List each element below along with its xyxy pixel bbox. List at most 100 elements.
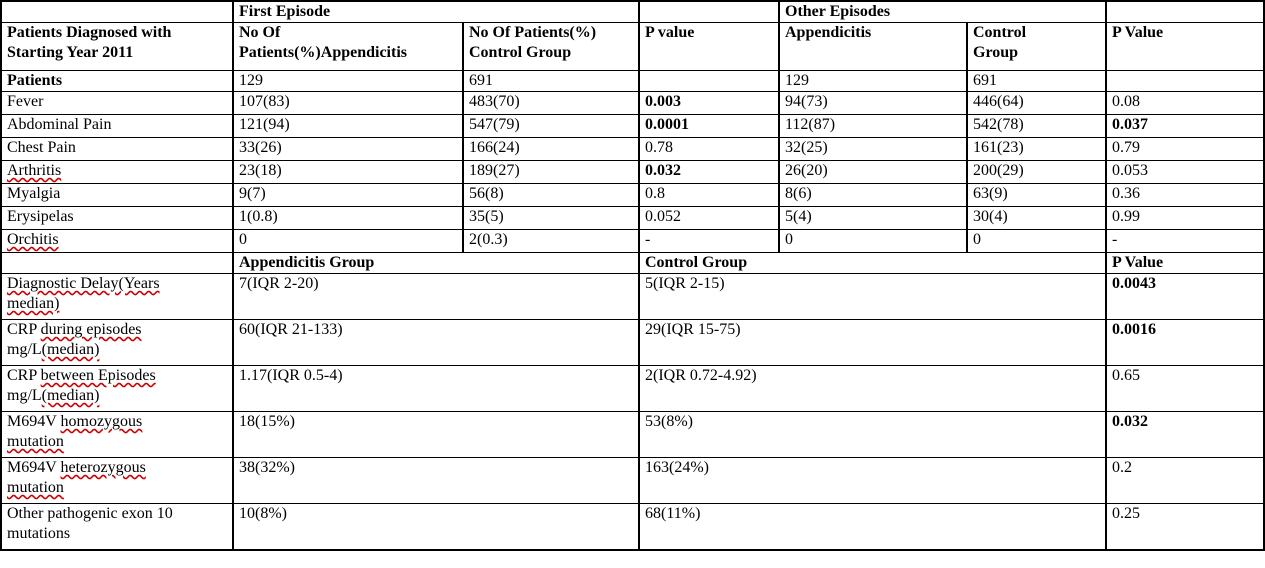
other-control-value: 446(64) xyxy=(966,91,1107,115)
first-p-value-header: P value xyxy=(638,22,780,71)
row-fever: Fever 107(83) 483(70) 0.003 94(73) 446(6… xyxy=(0,91,1265,115)
other-appendicitis-value: 8(6) xyxy=(778,183,968,207)
other-appendicitis-value: 32(25) xyxy=(778,137,968,161)
first-appendicitis-value: 121(94) xyxy=(232,114,464,138)
first-p-value: 0.0001 xyxy=(638,114,780,138)
other-p-value: 0.36 xyxy=(1105,183,1265,207)
row-m694v-heterozygous: M694V heterozygous mutation 38(32%) 163(… xyxy=(0,457,1265,504)
first-episode-group-header: First Episode xyxy=(232,0,640,23)
part2-p-value-header: P Value xyxy=(1105,252,1265,274)
row-other-exon10-mutations: Other pathogenic exon 10 mutations 10(8%… xyxy=(0,503,1265,550)
first-appendicitis-value: 9(7) xyxy=(232,183,464,207)
first-control-value: 547(79) xyxy=(462,114,640,138)
empty-cell xyxy=(638,70,780,92)
first-appendicitis-value: 33(26) xyxy=(232,137,464,161)
measure-label: Diagnostic Delay(Years median) xyxy=(0,273,234,320)
row-arthritis: Arthritis 23(18) 189(27) 0.032 26(20) 20… xyxy=(0,160,1265,184)
appendicitis-group-value: 18(15%) xyxy=(232,411,640,458)
measure-label: M694V heterozygous mutation xyxy=(0,457,234,504)
row-chest-pain: Chest Pain 33(26) 166(24) 0.78 32(25) 16… xyxy=(0,137,1265,161)
symptom-label: Abdominal Pain xyxy=(0,114,234,138)
row-erysipelas: Erysipelas 1(0.8) 35(5) 0.052 5(4) 30(4)… xyxy=(0,206,1265,230)
other-appendicitis-value: 129 xyxy=(778,70,968,92)
first-control-value: 483(70) xyxy=(462,91,640,115)
first-appendicitis-value: 0 xyxy=(232,229,464,253)
first-control-header: No Of Patients(%) Control Group xyxy=(462,22,640,71)
p-value: 0.25 xyxy=(1105,503,1265,550)
first-control-value: 691 xyxy=(462,70,640,92)
control-group-value: 68(11%) xyxy=(638,503,1107,550)
symptom-label: Chest Pain xyxy=(0,137,234,161)
other-p-value: 0.037 xyxy=(1105,114,1265,138)
row-m694v-homozygous: M694V homozygous mutation 18(15%) 53(8%)… xyxy=(0,411,1265,458)
row-myalgia: Myalgia 9(7) 56(8) 0.8 8(6) 63(9) 0.36 xyxy=(0,183,1265,207)
first-appendicitis-value: 1(0.8) xyxy=(232,206,464,230)
appendicitis-group-value: 7(IQR 2-20) xyxy=(232,273,640,320)
first-p-value: 0.78 xyxy=(638,137,780,161)
other-p-value: 0.08 xyxy=(1105,91,1265,115)
row-diagnostic-delay: Diagnostic Delay(Years median) 7(IQR 2-2… xyxy=(0,273,1265,320)
row-abdominal-pain: Abdominal Pain 121(94) 547(79) 0.0001 11… xyxy=(0,114,1265,138)
first-appendicitis-value: 23(18) xyxy=(232,160,464,184)
other-episodes-group-header: Other Episodes xyxy=(778,0,1107,23)
other-appendicitis-value: 5(4) xyxy=(778,206,968,230)
first-control-value: 35(5) xyxy=(462,206,640,230)
other-appendicitis-header: Appendicitis xyxy=(778,22,968,71)
control-group-header: Control Group xyxy=(638,252,1107,274)
p-value: 0.65 xyxy=(1105,365,1265,412)
other-p-value: - xyxy=(1105,229,1265,253)
first-p-value: 0.003 xyxy=(638,91,780,115)
row-crp-between-episodes: CRP between Episodes mg/L(median) 1.17(I… xyxy=(0,365,1265,412)
other-control-value: 30(4) xyxy=(966,206,1107,230)
control-group-value: 163(24%) xyxy=(638,457,1107,504)
first-appendicitis-header: No Of Patients(%)Appendicitis xyxy=(232,22,464,71)
p-value: 0.2 xyxy=(1105,457,1265,504)
first-p-value: 0.032 xyxy=(638,160,780,184)
control-group-value: 2(IQR 0.72-4.92) xyxy=(638,365,1107,412)
other-control-value: 161(23) xyxy=(966,137,1107,161)
other-control-value: 200(29) xyxy=(966,160,1107,184)
row-column-headers: Patients Diagnosed with Starting Year 20… xyxy=(0,22,1265,71)
first-p-value: - xyxy=(638,229,780,253)
appendicitis-group-value: 1.17(IQR 0.5-4) xyxy=(232,365,640,412)
control-group-value: 53(8%) xyxy=(638,411,1107,458)
empty-cell xyxy=(0,0,234,23)
other-control-value: 0 xyxy=(966,229,1107,253)
first-appendicitis-value: 107(83) xyxy=(232,91,464,115)
other-appendicitis-value: 94(73) xyxy=(778,91,968,115)
patients-diagnosed-header: Patients Diagnosed with Starting Year 20… xyxy=(0,22,234,71)
control-group-value: 29(IQR 15-75) xyxy=(638,319,1107,366)
measure-label: Other pathogenic exon 10 mutations xyxy=(0,503,234,550)
other-p-value-header: P Value xyxy=(1105,22,1265,71)
p-value: 0.0016 xyxy=(1105,319,1265,366)
empty-cell xyxy=(1105,70,1265,92)
appendicitis-group-value: 60(IQR 21-133) xyxy=(232,319,640,366)
appendicitis-group-header: Appendicitis Group xyxy=(232,252,640,274)
appendicitis-group-value: 38(32%) xyxy=(232,457,640,504)
empty-cell xyxy=(638,0,780,23)
other-control-value: 542(78) xyxy=(966,114,1107,138)
p-value: 0.0043 xyxy=(1105,273,1265,320)
other-control-value: 63(9) xyxy=(966,183,1107,207)
first-appendicitis-value: 129 xyxy=(232,70,464,92)
appendicitis-group-value: 10(8%) xyxy=(232,503,640,550)
first-p-value: 0.052 xyxy=(638,206,780,230)
measure-label: CRP during episodes mg/L(median) xyxy=(0,319,234,366)
first-control-value: 56(8) xyxy=(462,183,640,207)
p-value: 0.032 xyxy=(1105,411,1265,458)
other-p-value: 0.053 xyxy=(1105,160,1265,184)
symptom-label: Fever xyxy=(0,91,234,115)
first-control-value: 189(27) xyxy=(462,160,640,184)
other-appendicitis-value: 112(87) xyxy=(778,114,968,138)
row-episode-groups: First Episode Other Episodes xyxy=(0,0,1265,23)
other-control-value: 691 xyxy=(966,70,1107,92)
empty-cell xyxy=(0,252,234,274)
row-orchitis: Orchitis 0 2(0.3) - 0 0 - xyxy=(0,229,1265,253)
clinical-comparison-table: First Episode Other Episodes Patients Di… xyxy=(0,0,1265,551)
other-appendicitis-value: 0 xyxy=(778,229,968,253)
other-control-header: Control Group xyxy=(966,22,1107,71)
other-p-value: 0.99 xyxy=(1105,206,1265,230)
row-crp-during-episodes: CRP during episodes mg/L(median) 60(IQR … xyxy=(0,319,1265,366)
first-p-value: 0.8 xyxy=(638,183,780,207)
control-group-value: 5(IQR 2-15) xyxy=(638,273,1107,320)
